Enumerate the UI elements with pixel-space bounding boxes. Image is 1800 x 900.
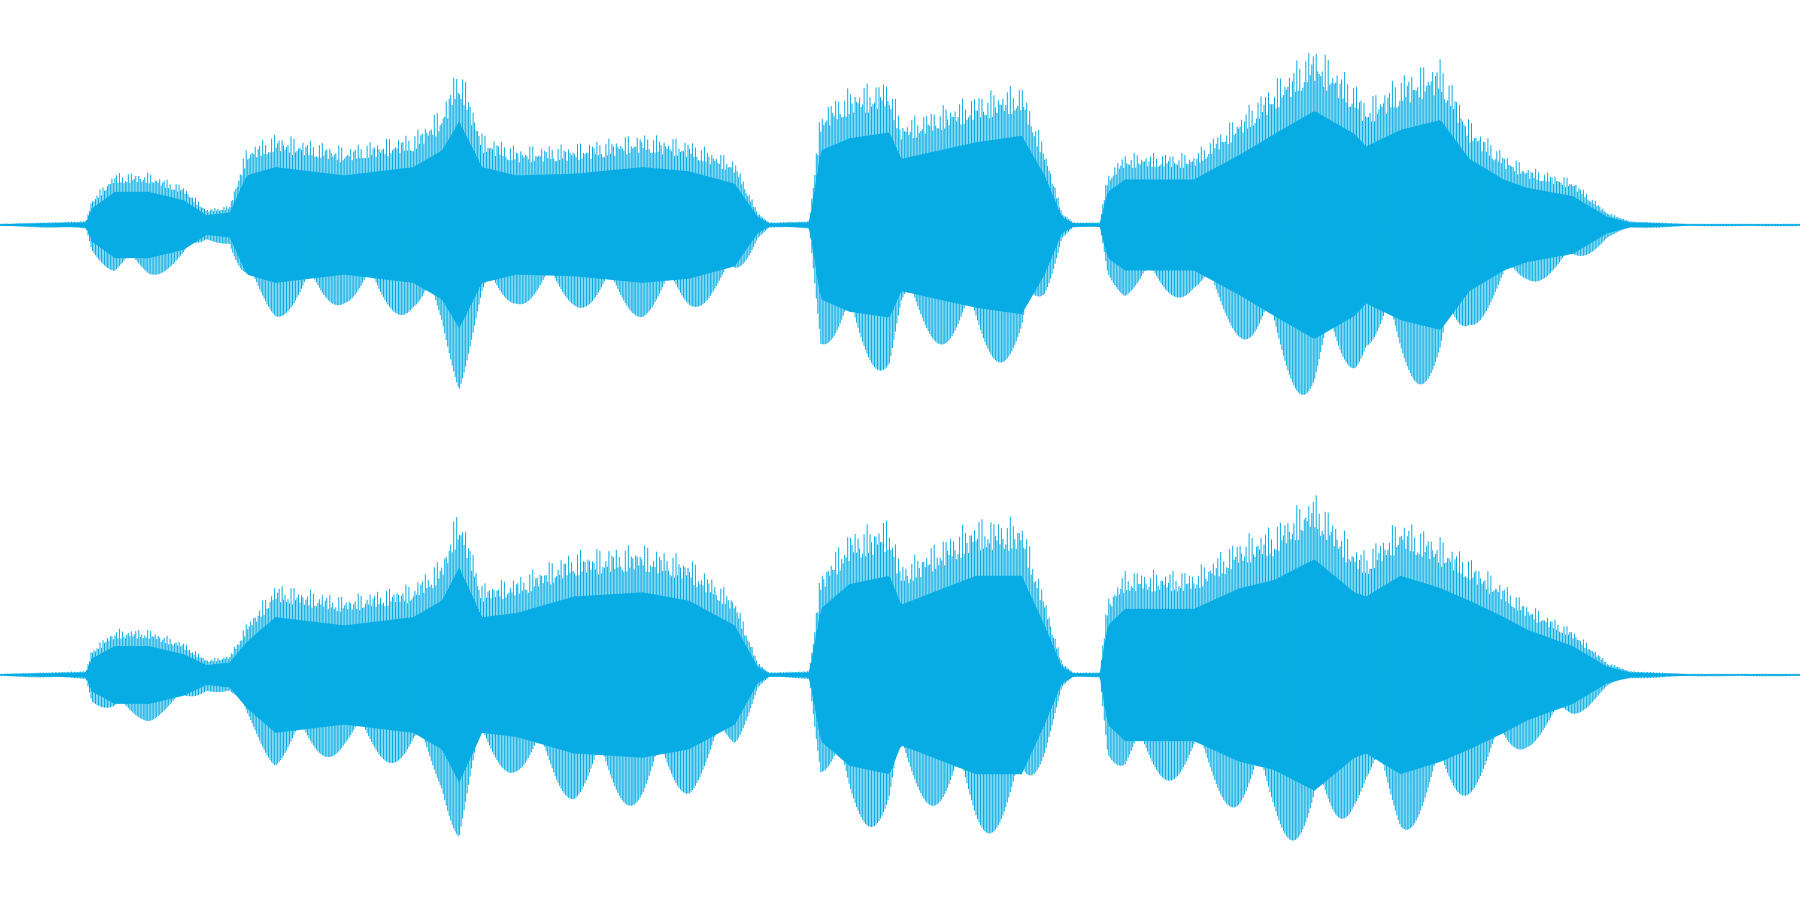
channel-left bbox=[0, 52, 1800, 395]
channel-right bbox=[0, 495, 1800, 841]
